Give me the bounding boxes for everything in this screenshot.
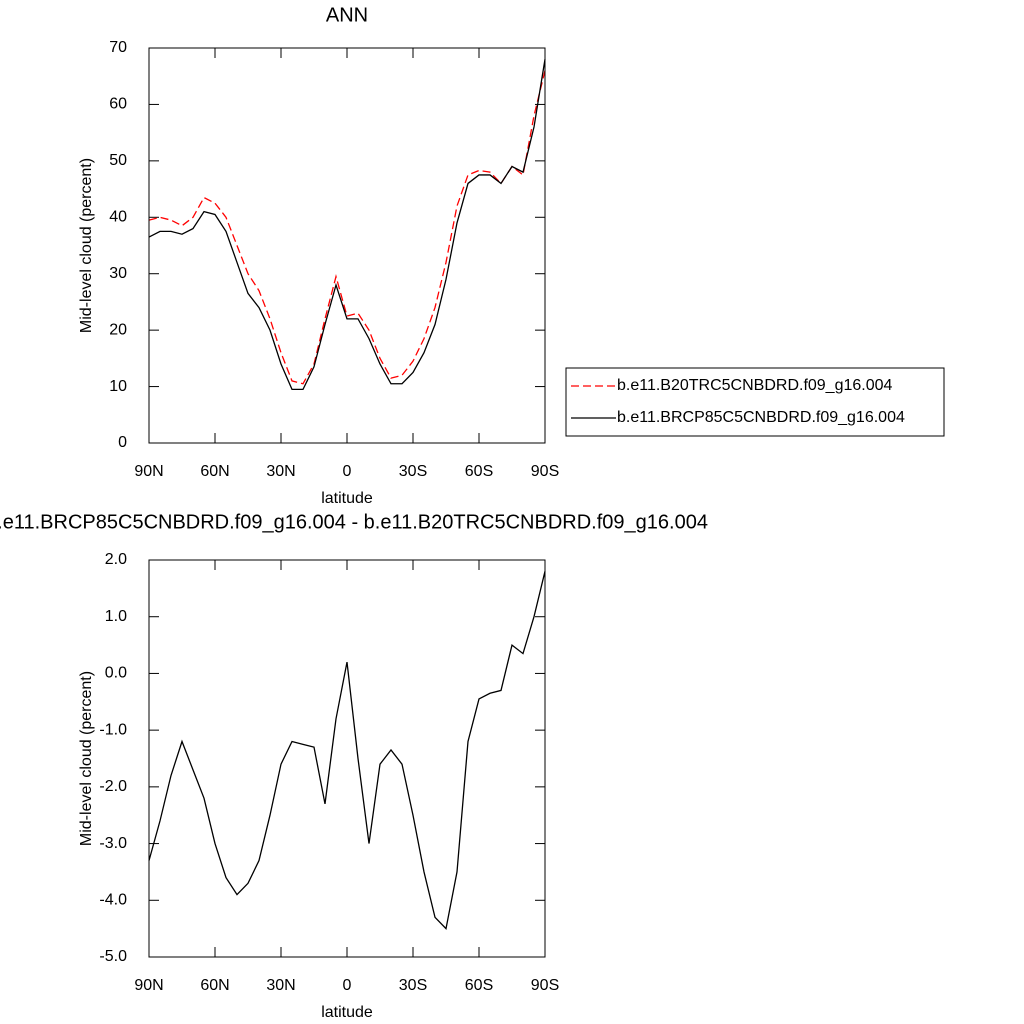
plot-frame <box>148 47 546 444</box>
y-tick-label: -1.0 <box>99 721 127 738</box>
x-tick-label: 90N <box>134 463 163 480</box>
y-tick-label: 1.0 <box>105 608 127 625</box>
y-tick-label: 50 <box>109 152 127 169</box>
x-tick-label: 90S <box>531 977 559 994</box>
x-tick-label: 60S <box>465 463 493 480</box>
y-tick-label: 40 <box>109 209 127 226</box>
x-tick-label: 90S <box>531 463 559 480</box>
chart-title: b.e11.BRCP85C5CNBDRD.f09_g16.004 - b.e11… <box>0 511 708 533</box>
x-tick-label: 30S <box>399 977 427 994</box>
y-tick-label: 0.0 <box>105 665 127 682</box>
x-axis-label: latitude <box>321 490 373 507</box>
legend-label: b.e11.B20TRC5CNBDRD.f09_g16.004 <box>617 377 893 394</box>
y-tick-label: 0 <box>118 434 127 451</box>
plot-frame <box>148 559 546 958</box>
x-tick-label: 90N <box>134 977 163 994</box>
data-line <box>148 571 546 930</box>
y-tick-label: 30 <box>109 265 127 282</box>
x-axis-label: latitude <box>321 1004 373 1021</box>
chart-title: ANN <box>326 4 368 26</box>
y-tick-label: -5.0 <box>99 948 127 965</box>
y-axis-label: Mid-level cloud (percent) <box>78 671 95 846</box>
x-tick-label: 30N <box>266 977 295 994</box>
y-axis-label: Mid-level cloud (percent) <box>78 158 95 333</box>
y-tick-label: 60 <box>109 96 127 113</box>
y-tick-label: 20 <box>109 321 127 338</box>
y-tick-label: -3.0 <box>99 835 127 852</box>
y-tick-label: 2.0 <box>105 551 127 568</box>
legend-box <box>565 367 945 437</box>
x-tick-label: 60S <box>465 977 493 994</box>
x-tick-label: 30N <box>266 463 295 480</box>
x-tick-label: 60N <box>200 463 229 480</box>
y-tick-label: -2.0 <box>99 778 127 795</box>
y-tick-label: 10 <box>109 378 127 395</box>
x-tick-label: 0 <box>343 463 352 480</box>
y-tick-label: 70 <box>109 39 127 56</box>
x-tick-label: 30S <box>399 463 427 480</box>
data-line <box>148 70 546 385</box>
data-line <box>148 59 546 391</box>
legend-label: b.e11.BRCP85C5CNBDRD.f09_g16.004 <box>617 409 905 426</box>
y-tick-label: -4.0 <box>99 892 127 909</box>
x-tick-label: 60N <box>200 977 229 994</box>
x-tick-label: 0 <box>343 977 352 994</box>
